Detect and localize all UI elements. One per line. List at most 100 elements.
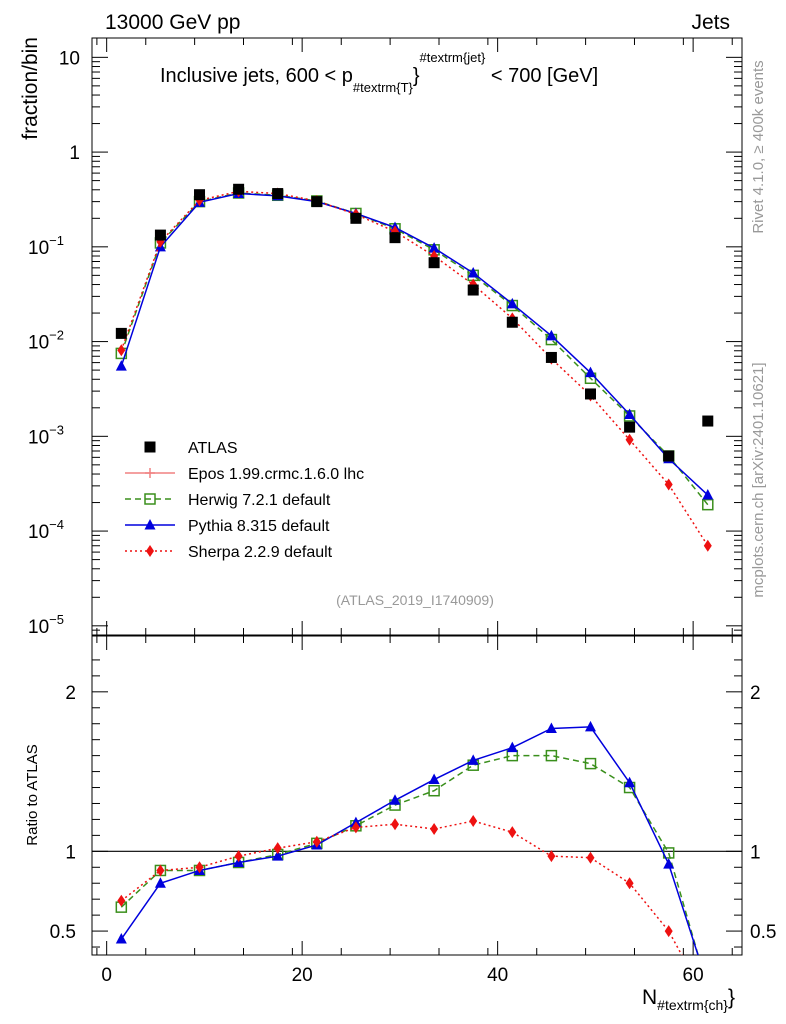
y-tick-base: 10	[28, 427, 49, 448]
y-tick-exponent: −5	[49, 612, 64, 627]
ratio-tick-label-left: 2	[65, 683, 76, 704]
data-point	[115, 360, 127, 371]
atlas-data-point	[311, 196, 323, 208]
x-axis-label: N#textrm{ch}}	[642, 986, 735, 1013]
ratio-point	[273, 842, 282, 855]
rivet-label: Rivet 4.1.0, ≥ 400k events	[750, 60, 767, 233]
ratio-point	[664, 925, 673, 938]
data-point	[584, 366, 596, 378]
ratio-tick-label-left: 0.5	[50, 922, 76, 943]
series-line	[120, 192, 709, 506]
ratio-point	[117, 894, 126, 907]
title-sub-T: #textrm{T}	[353, 80, 414, 95]
atlas-data-point	[389, 232, 401, 244]
data-point	[625, 433, 634, 446]
ratio-point	[469, 815, 478, 828]
atlas-data-point	[663, 450, 675, 462]
y-tick-exponent: −3	[49, 422, 64, 437]
ratio-point	[195, 861, 204, 874]
y-axis-label-ratio: Ratio to ATLAS	[24, 744, 41, 845]
y-tick-label: 1	[69, 143, 80, 164]
ratio-point	[703, 983, 713, 993]
atlas-data-point	[154, 229, 166, 241]
y-tick-label: 10−3	[28, 422, 64, 448]
legend-marker	[144, 493, 156, 505]
ratio-point	[430, 822, 439, 835]
title-sup-jet: #textrm{jet}	[420, 50, 486, 65]
ratio-point	[234, 850, 243, 863]
ratio-tick-label-right: 2	[750, 683, 761, 704]
ratio-tick-label-left: 1	[65, 842, 76, 863]
ratio-point	[467, 754, 479, 765]
legend-label: ATLAS	[188, 440, 238, 457]
title-close-brace: }	[413, 65, 420, 87]
legend-label: Epos 1.99.crmc.1.6.0 lhc	[188, 466, 364, 483]
y-tick-exponent: −2	[49, 328, 64, 343]
y-tick-label: 10−4	[28, 517, 64, 543]
data-point	[545, 329, 557, 341]
ratio-point	[312, 835, 321, 848]
data-point	[467, 266, 479, 278]
ratio-point	[428, 784, 440, 797]
analysis-id: (ATLAS_2019_I1740909)	[336, 592, 494, 608]
y-tick-label: 10−1	[28, 233, 64, 259]
ratio-point	[624, 776, 636, 788]
legend: ATLAS Epos 1.99.crmc.1.6.0 lhc Herwig 7.2.…	[125, 440, 364, 561]
chart-title: Inclusive jets, 600 < p#textrm{T}}#textr…	[160, 50, 598, 95]
y-tick-base: 1	[69, 143, 80, 164]
atlas-data-point	[506, 316, 518, 328]
ratio-point	[154, 877, 166, 888]
ratio-point	[506, 741, 518, 753]
y-tick-base: 10	[28, 522, 49, 543]
source-label: mcplots.cern.ch [arXiv:2401.10621]	[750, 362, 767, 597]
x-tick-label: 0	[101, 965, 112, 986]
y-tick-base: 10	[28, 238, 49, 259]
ratio-point	[547, 850, 556, 863]
top-panel-frame	[91, 37, 743, 636]
x-tick-label: 20	[292, 965, 313, 986]
x-label-main: N	[642, 986, 657, 1009]
ratio-tick-label-right: 1	[750, 842, 761, 863]
y-tick-base: 10	[59, 48, 80, 69]
x-tick-label: 40	[487, 965, 508, 986]
data-point	[506, 297, 518, 309]
y-tick-label: 10	[59, 48, 80, 69]
x-label-close-brace: }	[728, 986, 735, 1009]
legend-marker	[144, 441, 156, 453]
y-tick-exponent: −4	[49, 517, 64, 532]
x-tick-label: 60	[683, 965, 704, 986]
ratio-point	[584, 720, 596, 732]
y-tick-base: 10	[28, 617, 49, 638]
y-tick-label: 10−2	[28, 328, 64, 354]
legend-label: Sherpa 2.2.9 default	[188, 544, 333, 561]
data-point	[703, 539, 712, 552]
data-point	[702, 498, 714, 511]
title-tail: < 700 [GeV]	[485, 65, 598, 87]
legend-marker	[145, 468, 155, 478]
legend-marker	[144, 519, 156, 530]
ratio-point	[508, 826, 517, 839]
ratio-point	[584, 757, 597, 770]
data-point	[428, 242, 440, 253]
atlas-data-point	[428, 257, 440, 269]
data-point	[702, 489, 714, 500]
atlas-data-point	[467, 284, 479, 296]
series-line	[120, 190, 709, 547]
atlas-data-point	[350, 212, 362, 224]
data-point	[117, 344, 126, 357]
ratio-point	[391, 818, 400, 831]
ratio-point	[156, 864, 165, 877]
ratio-series-group	[115, 720, 713, 993]
ratio-panel-frame	[91, 635, 743, 956]
y-tick-base: 10	[28, 333, 49, 354]
atlas-data-point	[115, 327, 127, 339]
data-point	[624, 408, 636, 419]
ratio-point	[702, 979, 713, 990]
ratio-point	[545, 749, 558, 762]
x-label-sub: #textrm{ch}	[657, 997, 728, 1013]
atlas-data-point	[545, 351, 557, 363]
legend-marker	[146, 545, 154, 557]
ratio-line	[120, 820, 683, 955]
